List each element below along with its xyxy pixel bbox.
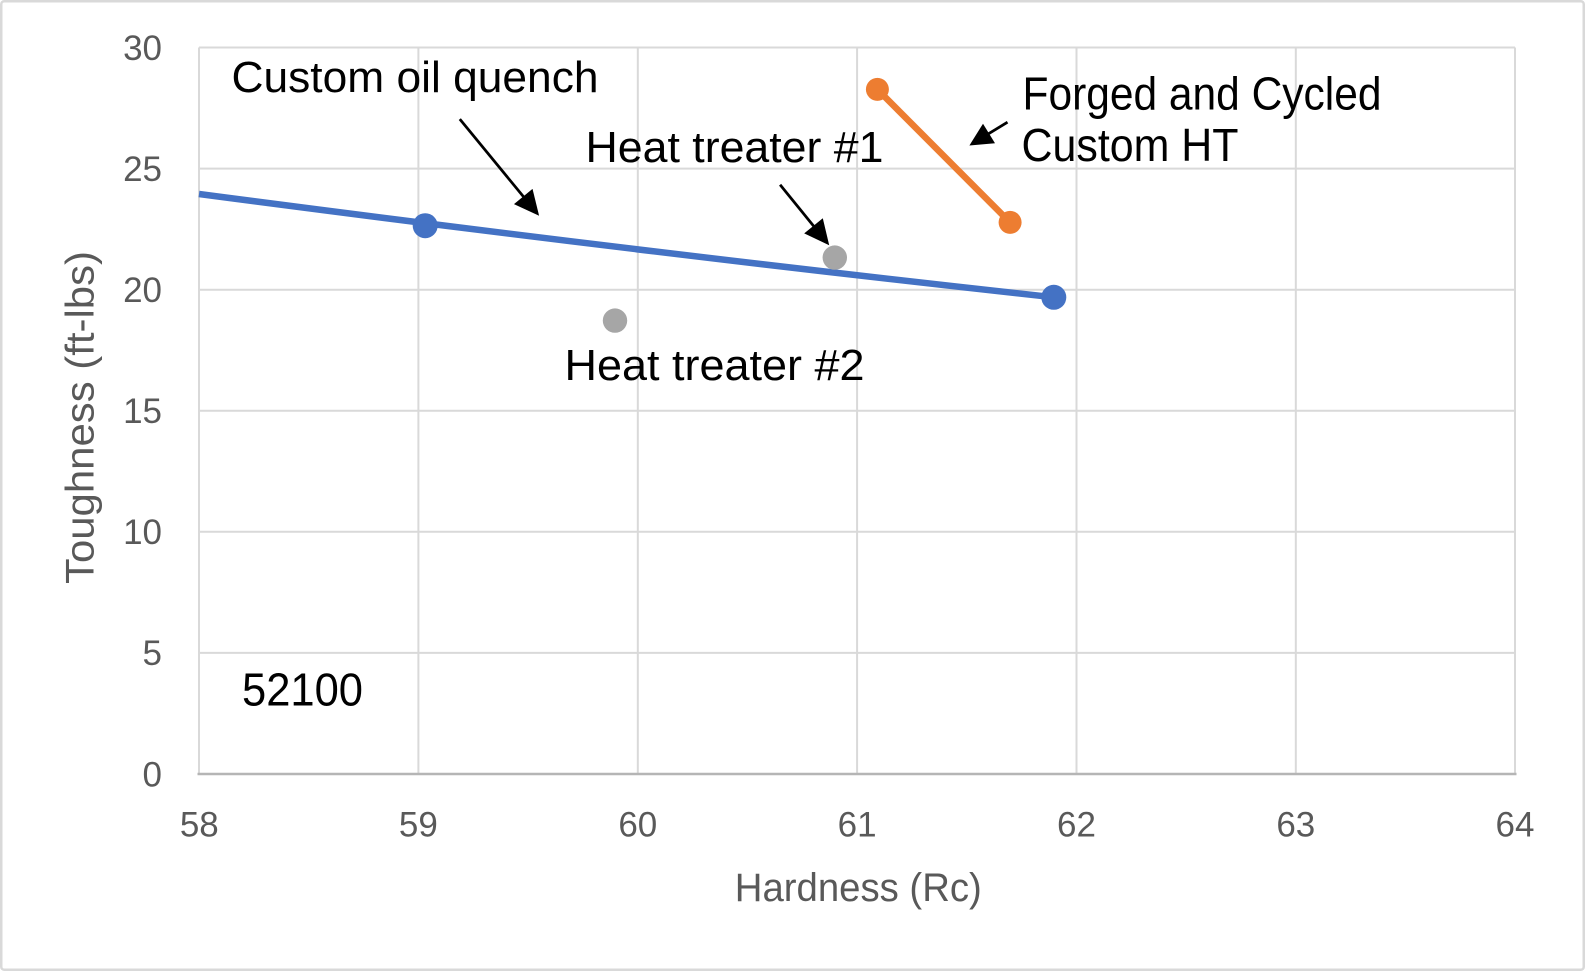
svg-text:Custom HT: Custom HT xyxy=(1022,119,1239,171)
svg-text:30: 30 xyxy=(123,29,162,68)
svg-text:Hardness (Rc): Hardness (Rc) xyxy=(735,866,982,910)
svg-text:62: 62 xyxy=(1057,806,1096,845)
svg-text:0: 0 xyxy=(143,755,162,794)
svg-text:60: 60 xyxy=(618,806,657,845)
svg-text:58: 58 xyxy=(180,806,219,845)
svg-text:Heat treater #2: Heat treater #2 xyxy=(565,341,865,390)
svg-text:Toughness (ft-lbs): Toughness (ft-lbs) xyxy=(59,251,103,584)
svg-text:61: 61 xyxy=(838,806,877,845)
svg-text:5: 5 xyxy=(143,634,162,673)
svg-text:59: 59 xyxy=(399,806,438,845)
svg-text:Forged and Cycled: Forged and Cycled xyxy=(1023,68,1382,120)
svg-text:15: 15 xyxy=(123,392,162,431)
svg-text:63: 63 xyxy=(1276,806,1315,845)
svg-text:20: 20 xyxy=(123,271,162,310)
svg-text:64: 64 xyxy=(1496,806,1535,845)
svg-text:52100: 52100 xyxy=(242,664,363,716)
svg-text:Heat treater #1: Heat treater #1 xyxy=(586,123,884,172)
svg-text:25: 25 xyxy=(123,150,162,189)
svg-text:10: 10 xyxy=(123,513,162,552)
svg-text:Custom oil quench: Custom oil quench xyxy=(232,53,599,102)
